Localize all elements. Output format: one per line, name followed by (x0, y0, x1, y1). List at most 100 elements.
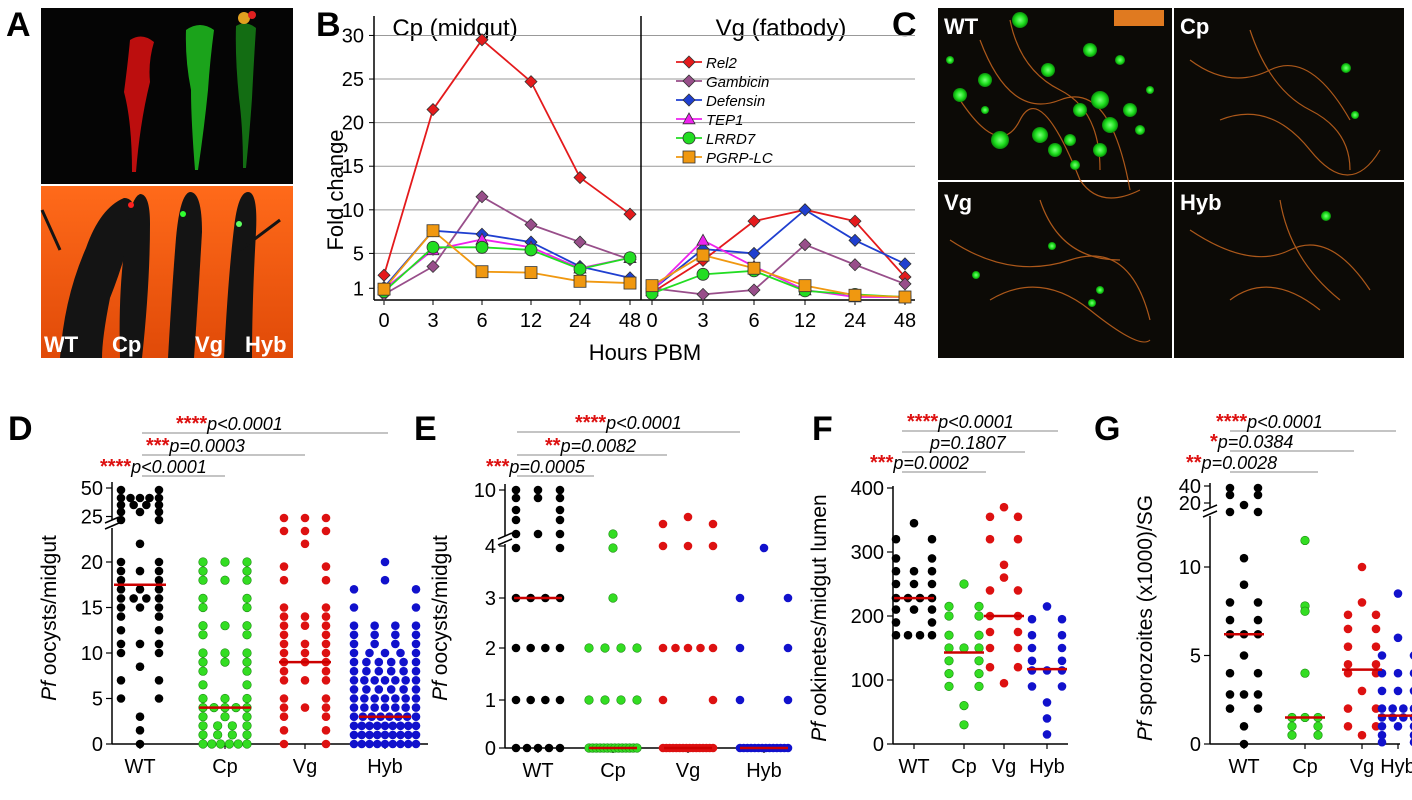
data-point-wt (927, 630, 937, 640)
oocyst-wt-12 (1064, 134, 1076, 146)
data-point-vg (279, 694, 289, 703)
p-value: p=0.0002 (892, 453, 969, 473)
data-point-hyb (411, 603, 421, 612)
data-point-hyb (1409, 722, 1412, 731)
data-point-wt (891, 630, 901, 640)
y-tick-label: 10 (342, 200, 364, 222)
point-gambicin-cp (524, 218, 538, 232)
data-point-cp (944, 630, 954, 640)
comparison-stat: ****p<0.0001 (907, 411, 1014, 433)
data-point-cp (216, 739, 226, 749)
y-axis-label-italic: Pf (429, 679, 452, 701)
panel-c-label-cp: Cp (1180, 14, 1209, 39)
p-value: p=0.0384 (1217, 432, 1294, 452)
data-point-vg (1357, 598, 1367, 607)
p-value: p=0.0028 (1201, 453, 1278, 473)
data-point-cp (242, 621, 252, 631)
oocyst-wt-14 (1093, 143, 1107, 157)
data-point-hyb (1042, 666, 1052, 675)
data-point-hyb (365, 730, 374, 740)
y-tick-label: 3 (485, 588, 496, 610)
significance-stars: ** (545, 435, 561, 457)
data-point-vg (1357, 686, 1367, 696)
data-point-wt (135, 726, 145, 735)
oocyst-vg-1 (972, 271, 980, 279)
data-point-cp (198, 575, 208, 585)
data-point-vg (300, 539, 310, 549)
data-point-hyb (386, 685, 396, 694)
data-point-cp (584, 695, 594, 705)
axis-break-gap (106, 520, 118, 528)
y-tick-label: 20 (81, 552, 103, 574)
p-value: p=0.0082 (560, 436, 637, 456)
data-point-hyb (1393, 589, 1403, 598)
data-point-cp (242, 721, 252, 731)
comparison-stat: ***p=0.0005 (486, 456, 586, 478)
data-point-hyb (360, 676, 369, 685)
x-tick-label: 48 (894, 310, 916, 332)
panel-label-d: D (8, 410, 33, 448)
data-point-cp (220, 712, 230, 722)
y-axis-label: Pf oocysts/midgut (429, 535, 452, 701)
y-tick-label: 40 (1179, 476, 1201, 498)
data-point-wt (541, 643, 550, 653)
data-point-wt (1239, 722, 1249, 731)
panel-label-b: B (316, 6, 341, 44)
comparison-stat: ***p=0.0002 (870, 452, 969, 474)
data-point-wt (555, 543, 565, 553)
oocyst-cp-0 (1341, 63, 1351, 73)
point-pgrp-lc-vg (848, 288, 862, 302)
data-point-wt (154, 515, 164, 525)
data-point-hyb (396, 730, 405, 740)
significance-stars: ** (1186, 452, 1202, 474)
data-point-wt (555, 515, 565, 525)
data-point-hyb (1377, 722, 1387, 731)
data-point-cp (944, 656, 954, 666)
panel-b-title-left: Cp (midgut) (392, 15, 517, 42)
y-tick-label: 10 (474, 480, 496, 502)
data-point-wt (909, 605, 919, 614)
data-point-wt (555, 493, 565, 503)
data-point-hyb (1377, 651, 1387, 660)
data-point-vg (279, 562, 289, 571)
data-point-cp (944, 668, 954, 679)
y-tick-label: 0 (485, 738, 496, 760)
point-gambicin-cp (426, 259, 440, 274)
data-point-wt (1253, 704, 1263, 713)
data-point-wt (909, 566, 919, 576)
data-point-hyb (1042, 730, 1052, 739)
data-point-hyb (1409, 651, 1412, 660)
data-point-wt (1239, 580, 1249, 589)
data-point-wt (891, 605, 901, 614)
data-point-vg (1343, 704, 1353, 713)
y-tick-label: 20 (342, 113, 364, 135)
data-point-vg (279, 639, 289, 649)
data-point-wt (116, 648, 126, 658)
data-point-hyb (349, 730, 359, 740)
data-point-cp (242, 657, 252, 667)
y-tick-label: 2 (485, 638, 496, 660)
oocyst-wt-4 (953, 88, 967, 102)
data-point-cp (944, 611, 954, 621)
panel-a-label-hyb: Hyb (245, 332, 287, 357)
data-point-wt (135, 739, 145, 749)
oocyst-hyb-0 (1321, 211, 1331, 221)
data-point-cp (616, 695, 626, 705)
axis-break-mark (497, 532, 513, 540)
data-point-cp (959, 720, 969, 730)
x-tick-label-hyb: Hyb (367, 756, 403, 778)
point-pgrp-lc-vg (645, 279, 659, 293)
data-point-wt (116, 493, 126, 503)
panel-a-label-cp: Cp (112, 332, 141, 357)
data-point-wt (891, 534, 901, 544)
data-point-hyb (1409, 731, 1412, 739)
data-point-vg (279, 575, 289, 585)
x-tick-label: 3 (697, 310, 708, 332)
point-rel2-cp (623, 207, 637, 221)
data-point-cp (198, 630, 208, 640)
data-point-hyb (380, 676, 390, 685)
panel-b-line-chart: Cp (midgut) Vg (fatbody) Fold change Hou… (323, 15, 916, 365)
point-pgrp-lc-vg (898, 290, 912, 304)
legend-marker-pgrp-lc (682, 150, 696, 164)
legend-marker-lrrd7 (682, 131, 696, 145)
